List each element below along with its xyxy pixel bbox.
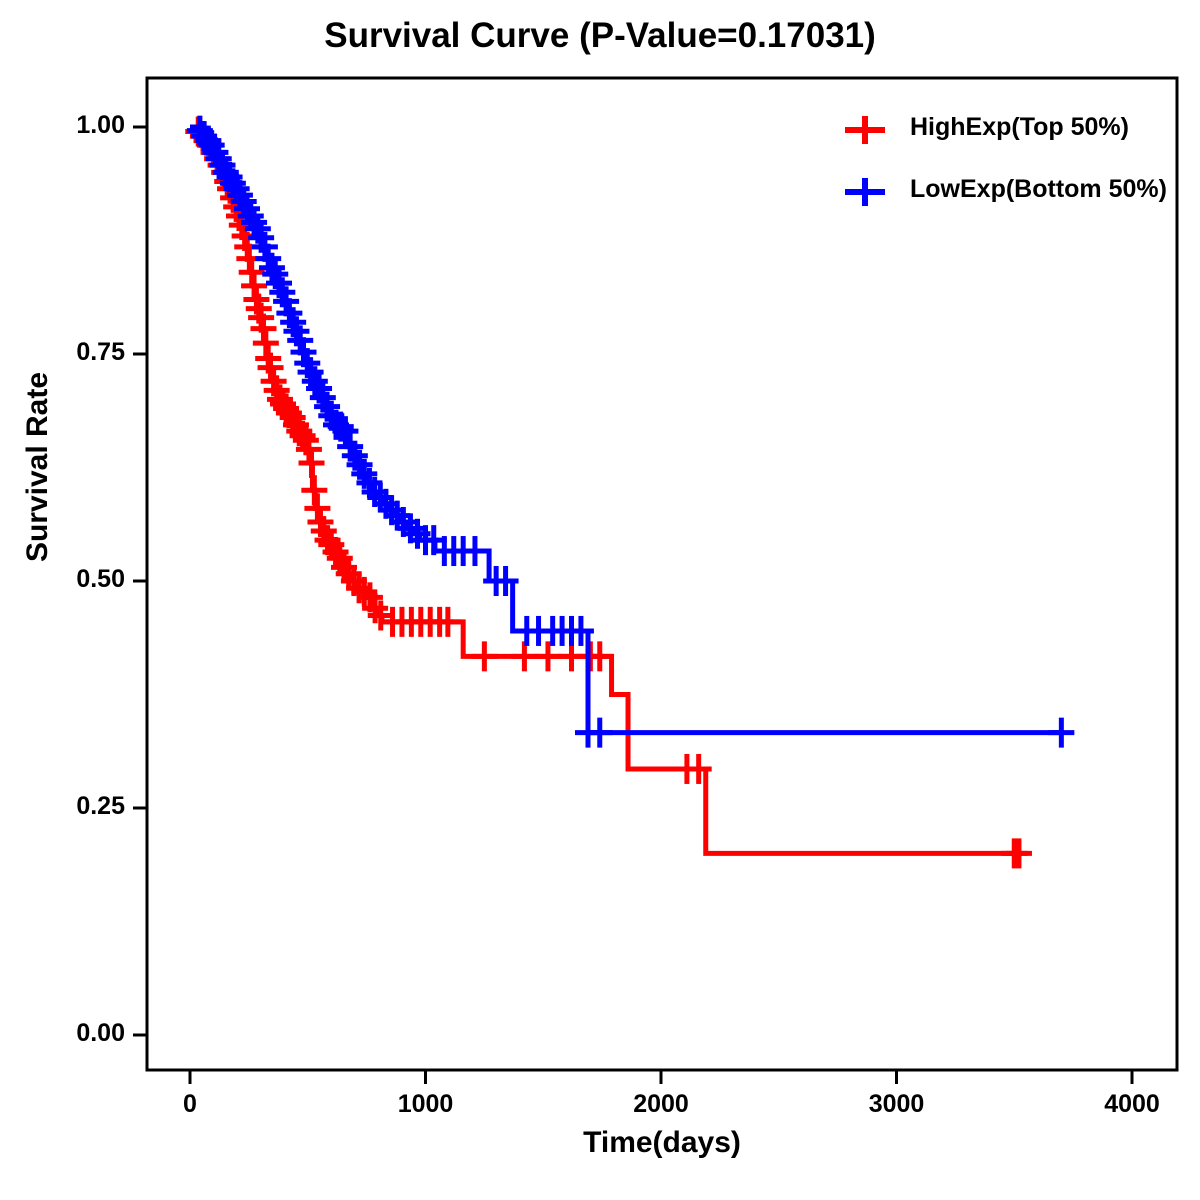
x-tick-label: 4000 (1104, 1090, 1160, 1118)
legend-label: LowExp(Bottom 50%) (910, 175, 1167, 203)
x-tick-label: 0 (183, 1090, 197, 1118)
y-tick-label: 0.00 (76, 1019, 125, 1047)
series-lowexp (186, 115, 1075, 748)
y-tick-label: 0.50 (76, 565, 125, 593)
x-axis-label: Time(days) (583, 1126, 741, 1159)
legend-markers (845, 116, 885, 206)
series-highexp (185, 116, 1032, 869)
x-tick-label: 3000 (868, 1090, 925, 1118)
plot-frame (145, 76, 1179, 1072)
page-title: Survival Curve (P-Value=0.17031) (324, 16, 876, 55)
y-tick-label: 1.00 (76, 111, 125, 139)
x-tick-label: 1000 (397, 1090, 454, 1118)
legend-label: HighExp(Top 50%) (910, 113, 1129, 141)
y-tick-label: 0.25 (76, 792, 125, 820)
x-tick-label: 2000 (633, 1090, 689, 1118)
y-tick-label: 0.75 (76, 338, 125, 366)
